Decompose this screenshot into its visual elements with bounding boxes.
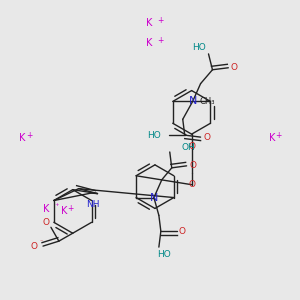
Text: K: K bbox=[61, 206, 67, 216]
Text: NH: NH bbox=[86, 200, 100, 209]
Text: +: + bbox=[157, 35, 163, 44]
Text: K: K bbox=[19, 133, 26, 143]
Text: HO: HO bbox=[147, 130, 161, 140]
Text: ⁻: ⁻ bbox=[39, 241, 43, 246]
Text: OH: OH bbox=[182, 142, 195, 152]
Text: +: + bbox=[26, 130, 32, 140]
Text: O: O bbox=[188, 180, 195, 189]
Text: O: O bbox=[231, 63, 238, 72]
Text: +: + bbox=[157, 16, 163, 25]
Text: O: O bbox=[203, 133, 210, 142]
Text: HO: HO bbox=[192, 44, 206, 52]
Text: O: O bbox=[189, 161, 196, 170]
Text: CH₃: CH₃ bbox=[200, 97, 215, 106]
Text: N: N bbox=[150, 193, 158, 202]
Text: K: K bbox=[43, 204, 49, 214]
Text: O: O bbox=[43, 218, 50, 227]
Text: HO: HO bbox=[157, 250, 171, 259]
Text: O: O bbox=[30, 242, 37, 250]
Text: K: K bbox=[269, 133, 275, 143]
Text: +: + bbox=[276, 130, 282, 140]
Text: ⁺: ⁺ bbox=[55, 202, 59, 211]
Text: O: O bbox=[188, 142, 195, 151]
Text: N: N bbox=[188, 97, 197, 106]
Text: K: K bbox=[146, 18, 152, 28]
Text: O: O bbox=[178, 227, 185, 236]
Text: K: K bbox=[146, 38, 152, 48]
Text: +: + bbox=[68, 204, 74, 213]
